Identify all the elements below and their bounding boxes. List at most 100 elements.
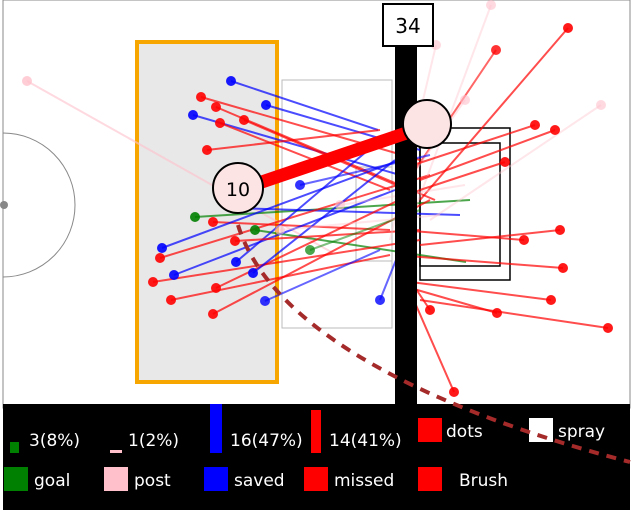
shot-dot[interactable] (460, 95, 470, 105)
legend-missed-label: missed (334, 471, 394, 491)
legend-post[interactable]: post (104, 467, 171, 491)
shot-dot[interactable] (530, 120, 540, 130)
toggle-spray-label: spray (558, 422, 605, 442)
shot-line (254, 229, 467, 263)
shot-lines (26, 4, 609, 393)
stat-goal[interactable]: 3(8%) (10, 431, 80, 453)
shot-line (219, 122, 391, 191)
shot-dot[interactable] (486, 0, 496, 10)
shot-dot[interactable] (215, 118, 225, 128)
shot-dot[interactable] (196, 92, 206, 102)
shot-dot[interactable] (208, 309, 218, 319)
legend-saved-label: saved (234, 471, 285, 491)
legend-panel: 3(8%) 1(2%) 16(47%) 14(41%) dots spray g… (3, 404, 630, 510)
shot-dot[interactable] (248, 268, 258, 278)
shot-dot[interactable] (169, 270, 179, 280)
shot-dot[interactable] (148, 277, 158, 287)
shot-dot[interactable] (491, 45, 501, 55)
toggle-spray[interactable]: spray (529, 418, 605, 442)
highlight-trajectory (235, 119, 430, 197)
legend-brush[interactable]: Brush (418, 467, 508, 491)
shot-dot[interactable] (261, 100, 271, 110)
shot-dot[interactable] (500, 157, 510, 167)
shot-dot[interactable] (239, 115, 249, 125)
shot-line (161, 159, 401, 249)
stat-missed-bar (311, 410, 321, 453)
marker-34[interactable]: 34 (382, 3, 434, 47)
shot-line (231, 207, 461, 216)
shot-dot[interactable] (558, 263, 568, 273)
stat-post[interactable]: 1(2%) (110, 431, 179, 453)
stat-missed[interactable]: 14(41%) (311, 410, 402, 453)
shot-line (200, 96, 421, 161)
shot-dot[interactable] (166, 295, 176, 305)
shot-line (394, 279, 552, 301)
stat-goal-label: 3(8%) (29, 431, 80, 451)
shot-dot[interactable] (211, 102, 221, 112)
shot-line (429, 104, 602, 221)
stat-missed-label: 14(41%) (329, 431, 402, 451)
legend-post-label: post (134, 471, 171, 491)
shot-line (206, 129, 381, 151)
shot-dot[interactable] (519, 235, 529, 245)
shot-dot[interactable] (596, 100, 606, 110)
toggle-dots[interactable]: dots (418, 418, 483, 442)
shot-dot[interactable] (226, 76, 236, 86)
shot-line (419, 299, 609, 329)
legend-post-swatch (104, 467, 128, 491)
toggle-spray-swatch (529, 418, 553, 442)
shot-line (159, 174, 431, 259)
stat-saved-label: 16(47%) (230, 431, 303, 451)
shot-line (243, 119, 397, 186)
legend-goal-swatch (4, 467, 28, 491)
shot-dot[interactable] (563, 23, 573, 33)
stat-post-label: 1(2%) (128, 431, 179, 451)
center-spot (0, 201, 8, 209)
shot-dot[interactable] (275, 225, 285, 235)
big-marker[interactable] (402, 99, 452, 149)
shot-dot[interactable] (211, 283, 221, 293)
shot-line (264, 249, 381, 302)
shot-line (419, 129, 556, 181)
stat-saved[interactable]: 16(47%) (210, 404, 303, 453)
shot-dot[interactable] (202, 145, 212, 155)
toggle-dots-label: dots (446, 422, 483, 442)
shot-dot[interactable] (190, 212, 200, 222)
shot-dot[interactable] (603, 323, 613, 333)
shot-dot[interactable] (295, 180, 305, 190)
shot-dot[interactable] (250, 225, 260, 235)
pitch-border (2, 0, 631, 409)
shot-dot[interactable] (188, 110, 198, 120)
shot-dot[interactable] (335, 200, 345, 210)
marker-10-circle (212, 162, 264, 214)
selection-region[interactable] (135, 40, 279, 384)
vertical-bar[interactable] (395, 44, 417, 408)
shot-line (397, 124, 536, 171)
shot-dot[interactable] (157, 243, 167, 253)
shot-dot[interactable] (550, 125, 560, 135)
shot-dot[interactable] (155, 253, 165, 263)
shot-dot[interactable] (305, 245, 315, 255)
shot-dot[interactable] (449, 387, 459, 397)
shot-dot[interactable] (230, 236, 240, 246)
shot-dot[interactable] (492, 308, 502, 318)
shot-dot[interactable] (425, 305, 435, 315)
legend-goal[interactable]: goal (4, 467, 70, 491)
shot-line (173, 189, 396, 276)
legend-missed[interactable]: missed (304, 467, 394, 491)
shot-dot[interactable] (208, 217, 218, 227)
shot-dot[interactable] (22, 76, 32, 86)
shot-dot[interactable] (260, 296, 270, 306)
toggle-dots-swatch (418, 418, 442, 442)
marker-10[interactable]: 10 (212, 162, 264, 214)
marker-34-box (382, 3, 434, 47)
shot-dot[interactable] (375, 295, 385, 305)
shot-dots (22, 0, 613, 397)
legend-saved[interactable]: saved (204, 467, 285, 491)
shot-line (252, 159, 396, 274)
shot-dot[interactable] (555, 225, 565, 235)
stat-saved-bar (210, 404, 222, 453)
shot-dot[interactable] (546, 295, 556, 305)
shot-dot[interactable] (231, 257, 241, 267)
